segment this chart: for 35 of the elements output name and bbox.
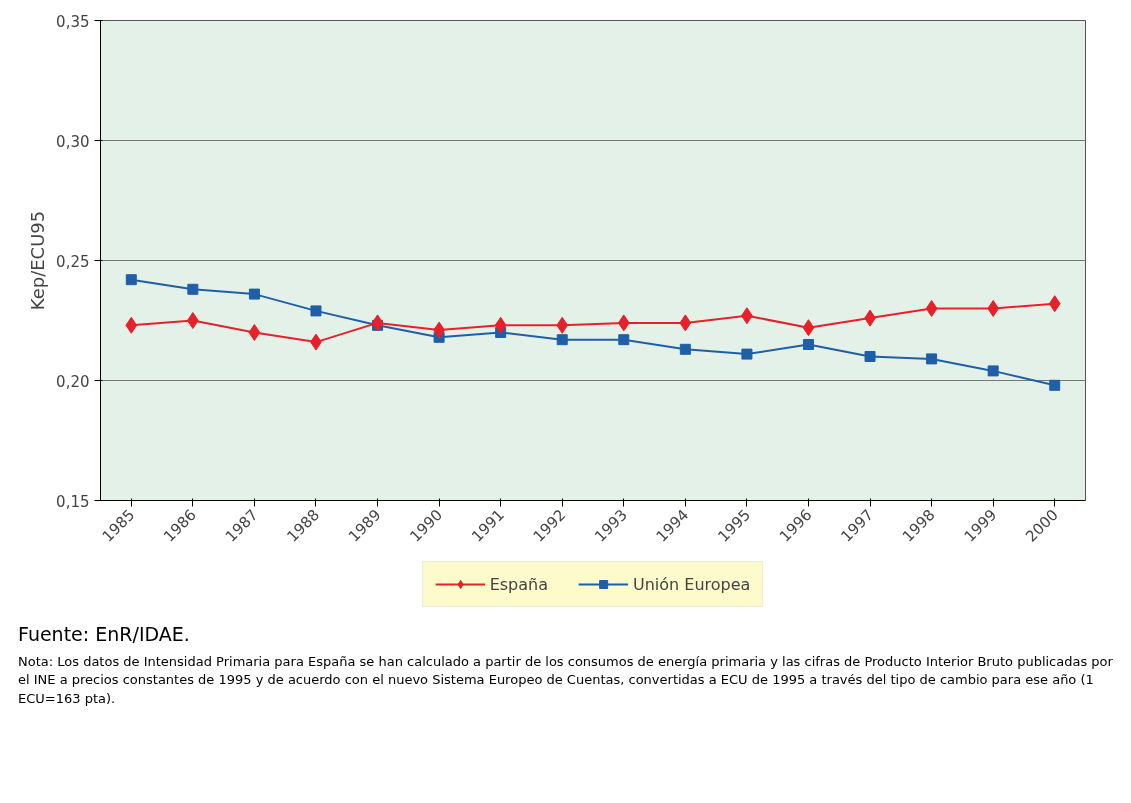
point	[679, 314, 692, 332]
point	[618, 334, 630, 346]
point	[1049, 379, 1061, 391]
point	[187, 312, 199, 329]
point	[802, 319, 815, 337]
point	[925, 300, 938, 317]
y-tick-label: 0,20	[56, 372, 90, 391]
y-axis-title: Kep/ECU95	[27, 210, 49, 311]
point	[248, 288, 260, 300]
text: Nota: Los datos de Intensidad Primaria para España se han calculado a partir de los consumos de energía primaria y las cifras de Producto Interior Bruto publicadas por el INE a precios constantes de 1995 y de acuerdo con el nuevo Sistema Europeo de Cuentas, convertidas a ECU de 1995 a través del tipo de cambio para ese año (1 ECU=163 pta).	[18, 652, 1114, 709]
point	[187, 283, 199, 295]
point	[556, 334, 568, 346]
point	[987, 300, 999, 317]
point	[125, 316, 138, 334]
y-tick-label: 0,35	[56, 12, 90, 31]
y-tick-label: 0,30	[56, 132, 90, 151]
point	[310, 305, 322, 317]
y-tick-label: 0,25	[56, 252, 90, 271]
point	[802, 339, 814, 350]
legend-label: Unión Europea	[632, 574, 751, 594]
legend-label: España	[489, 574, 548, 594]
point	[556, 316, 569, 334]
point	[987, 365, 999, 377]
point	[864, 351, 876, 362]
point	[617, 314, 630, 332]
point	[125, 274, 137, 286]
point	[741, 348, 753, 360]
y-tick-label: 0,15	[56, 492, 90, 511]
point	[248, 324, 261, 341]
source-note: Fuente: EnR/IDAE.	[18, 622, 190, 647]
point	[1048, 295, 1061, 313]
point	[494, 316, 507, 334]
point	[679, 343, 691, 355]
point	[926, 353, 938, 365]
point	[371, 314, 384, 332]
